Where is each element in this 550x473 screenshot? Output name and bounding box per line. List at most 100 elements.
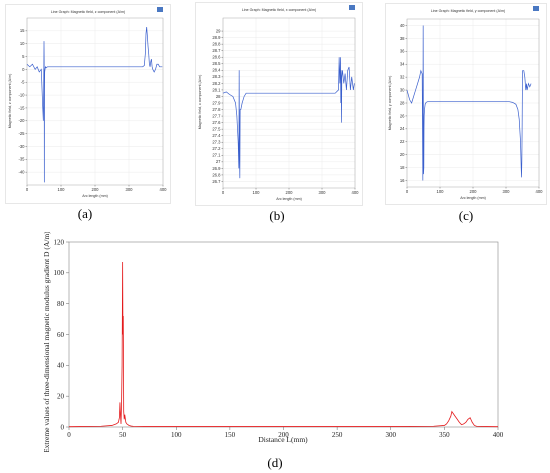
chart-b-ytick-label: 26.7 bbox=[212, 179, 221, 184]
chart-b-ytick-label: 28.8 bbox=[212, 42, 221, 47]
chart-c-svg: Line Graph: Magnetic field, y component … bbox=[385, 3, 547, 205]
chart-c-xtick-label: 200 bbox=[470, 189, 478, 194]
chart-a-xtick-label: 200 bbox=[92, 187, 100, 192]
chart-a-xtick-label: 400 bbox=[160, 187, 168, 192]
chart-d-plot: 0 50 100 150 200 250 300 350 400 0 20 40 60 80 100 120 bbox=[54, 238, 504, 439]
chart-b-title: Line Graph: Magnetic field, x component … bbox=[242, 8, 316, 12]
chart-d-ylabel: Extreme values of three-dimensional magn… bbox=[42, 232, 51, 452]
chart-a-xlabel: Arc length (mm) bbox=[82, 194, 108, 198]
chart-a-ytick-label: -40 bbox=[18, 170, 25, 175]
chart-d-xtick-label: 350 bbox=[439, 431, 450, 439]
chart-c-ytick-label: 32 bbox=[400, 75, 405, 80]
chart-panel-b: Line Graph: Magnetic field, x component … bbox=[195, 2, 363, 206]
chart-a-ytick-label: 5 bbox=[22, 54, 25, 59]
chart-a-ytick-label: 10 bbox=[20, 41, 25, 46]
chart-a-ytick-label: -35 bbox=[18, 157, 25, 162]
chart-b-ylabel: Magnetic field, x component (A/m) bbox=[198, 75, 202, 130]
chart-a-ytick-label: -10 bbox=[18, 92, 25, 97]
chart-d-xtick-label: 150 bbox=[225, 431, 236, 439]
chart-b-xtick-label: 100 bbox=[253, 190, 261, 195]
chart-b-ytick-label: 27.5 bbox=[212, 127, 221, 132]
chart-d-xtick-label: 100 bbox=[171, 431, 182, 439]
chart-c-xtick-label: 100 bbox=[437, 189, 445, 194]
chart-c-ytick-label: 20 bbox=[400, 152, 405, 157]
chart-c-xtick-label: 300 bbox=[503, 189, 511, 194]
chart-c-xtick-label: 400 bbox=[536, 189, 544, 194]
chart-b-ytick-label: 27.6 bbox=[212, 120, 221, 125]
chart-b-ytick-label: 27.2 bbox=[212, 146, 221, 151]
chart-b-toolbar-icon[interactable] bbox=[349, 5, 355, 10]
chart-d-xtick-label: 200 bbox=[278, 431, 289, 439]
chart-a-ylabel: Magnetic field, z component (A/m) bbox=[8, 74, 12, 129]
chart-b-svg: Line Graph: Magnetic field, x component … bbox=[195, 2, 363, 206]
chart-d-series-line bbox=[68, 262, 499, 428]
chart-a-series-line bbox=[26, 26, 163, 183]
chart-d-ytick-label: 0 bbox=[61, 423, 65, 431]
chart-d-xtick-label: 300 bbox=[386, 431, 397, 439]
chart-c-series-line bbox=[406, 25, 532, 181]
chart-a-toolbar-icon[interactable] bbox=[157, 7, 163, 12]
chart-b-xlabel: Arc length (mm) bbox=[276, 197, 302, 201]
caption-c: (c) bbox=[458, 208, 474, 223]
chart-a-ytick-label: 15 bbox=[20, 28, 25, 33]
chart-panel-c: Line Graph: Magnetic field, y component … bbox=[385, 3, 547, 205]
chart-d-xtick-label: 0 bbox=[67, 431, 71, 439]
chart-b-ytick-label: 27.7 bbox=[212, 113, 221, 118]
chart-d-xtick-label: 50 bbox=[119, 431, 127, 439]
chart-b-ytick-label: 28.1 bbox=[212, 87, 221, 92]
chart-b-ytick-label: 27.3 bbox=[212, 140, 221, 145]
chart-d-ytick-label: 80 bbox=[57, 300, 65, 308]
chart-b-xtick-label: 300 bbox=[319, 190, 327, 195]
chart-c-ytick-label: 26 bbox=[400, 113, 405, 118]
chart-b-ytick-label: 29 bbox=[216, 28, 221, 33]
chart-d-ytick-label: 20 bbox=[57, 393, 65, 401]
chart-c-title: Line Graph: Magnetic field, y component … bbox=[431, 9, 505, 13]
chart-b-ytick-label: 26.9 bbox=[212, 166, 221, 171]
chart-a-ytick-label: -25 bbox=[18, 131, 25, 136]
chart-a-plot: 0 100 200 300 400 -40 -35 -30 -25 -20 -15 -10 -5 0 5 10… bbox=[18, 17, 168, 192]
chart-a-xtick-label: 100 bbox=[58, 187, 66, 192]
chart-d-frame bbox=[68, 241, 499, 428]
chart-b-ytick-label: 27.4 bbox=[212, 133, 221, 138]
chart-d-svg: 0 50 100 150 200 250 300 350 400020406080100120 … bbox=[42, 232, 504, 452]
chart-c-ytick-label: 24 bbox=[400, 126, 405, 131]
chart-d-xtick-label: 250 bbox=[332, 431, 343, 439]
chart-a-background bbox=[5, 4, 171, 204]
chart-a-ytick-label: -20 bbox=[18, 118, 25, 123]
chart-c-background bbox=[385, 3, 547, 205]
chart-c-ytick-label: 30 bbox=[400, 87, 405, 92]
chart-b-ytick-label: 28.9 bbox=[212, 35, 221, 40]
chart-b-xtick-label: 0 bbox=[222, 190, 225, 195]
chart-b-ytick-label: 28.6 bbox=[212, 55, 221, 60]
chart-b-ytick-label: 28.3 bbox=[212, 74, 221, 79]
chart-c-ytick-label: 40 bbox=[400, 23, 405, 28]
chart-c-ytick-label: 36 bbox=[400, 49, 405, 54]
chart-d-ytick-label: 100 bbox=[54, 269, 65, 277]
chart-b-ytick-label: 26.8 bbox=[212, 172, 221, 177]
chart-a-ytick-label: -15 bbox=[18, 105, 25, 110]
chart-b-xtick-label: 200 bbox=[286, 190, 294, 195]
chart-b-ytick-label: 27.1 bbox=[212, 153, 221, 158]
chart-d-xtick-label: 400 bbox=[493, 431, 504, 439]
chart-c-ytick-label: 34 bbox=[400, 62, 405, 67]
chart-a-ytick-label: 0 bbox=[22, 67, 25, 72]
chart-b-ytick-label: 27.9 bbox=[212, 100, 221, 105]
chart-d-ytick-label: 40 bbox=[57, 362, 65, 370]
chart-b-ytick-label: 28.5 bbox=[212, 61, 221, 66]
chart-c-ytick-label: 18 bbox=[400, 165, 405, 170]
chart-b-ytick-label: 28.7 bbox=[212, 48, 221, 53]
chart-b-xtick-label: 400 bbox=[352, 190, 360, 195]
chart-a-ytick-label: -30 bbox=[18, 144, 25, 149]
chart-a-xtick-label: 0 bbox=[26, 187, 29, 192]
chart-a-ytick-label: -5 bbox=[21, 80, 25, 85]
chart-c-xtick-label: 0 bbox=[406, 189, 409, 194]
chart-c-toolbar-icon[interactable] bbox=[533, 6, 539, 11]
caption-d: (d) bbox=[267, 455, 283, 470]
chart-c-ytick-label: 16 bbox=[400, 178, 405, 183]
chart-a-svg: Line Graph: Magnetic field, z component … bbox=[5, 4, 171, 204]
chart-b-background bbox=[195, 2, 363, 206]
chart-a-xtick-label: 300 bbox=[126, 187, 134, 192]
caption-b: (b) bbox=[269, 208, 285, 223]
chart-a-title: Line Graph: Magnetic field, z component … bbox=[51, 10, 125, 14]
